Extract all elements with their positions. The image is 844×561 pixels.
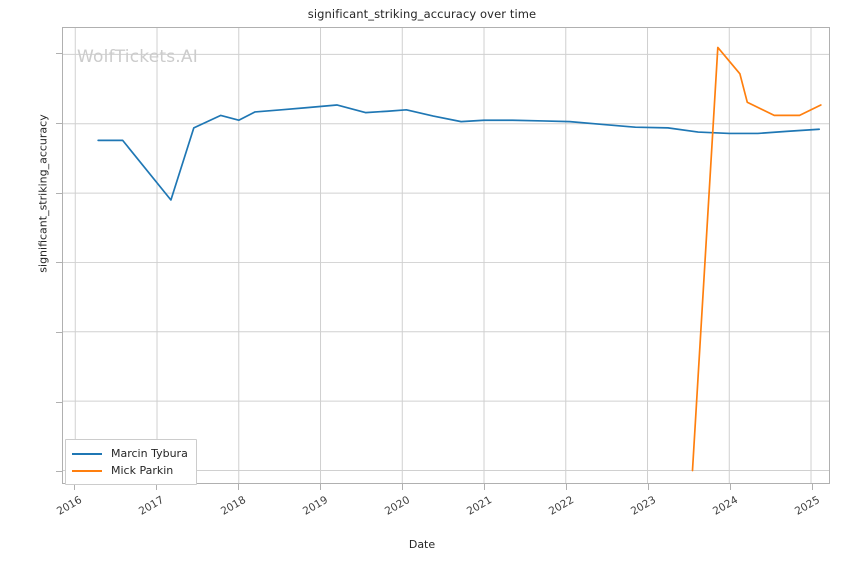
y-axis-label: significant_striking_accuracy (36, 114, 50, 273)
y-tick-mark-2 (56, 332, 62, 334)
x-tick-mark-8 (730, 484, 731, 490)
y-tick-mark-0 (56, 471, 62, 473)
series-line-1 (691, 46, 822, 472)
x-tick-mark-2 (238, 484, 240, 490)
y-tick-mark-1 (56, 401, 62, 403)
chart-legend: Marcin Tybura Mick Parkin (65, 439, 197, 485)
y-tick-mark-4 (56, 192, 62, 194)
grid-lines (63, 28, 829, 483)
x-tick-mark-4 (402, 484, 404, 490)
y-tick-mark-3 (56, 262, 62, 264)
chart-title: significant_striking_accuracy over time (307, 7, 537, 21)
x-axis-label: Date (408, 538, 436, 551)
x-tick-mark-1 (156, 484, 158, 490)
legend-swatch-0 (72, 452, 102, 455)
data-series-lines (97, 46, 822, 472)
y-tick-mark-6 (56, 53, 62, 55)
legend-label-1: Mick Parkin (111, 464, 174, 477)
legend-swatch-1 (72, 469, 102, 472)
legend-item-1[interactable]: Mick Parkin (72, 462, 188, 479)
series-line-0 (97, 104, 821, 201)
y-tick-mark-5 (56, 123, 62, 125)
x-tick-mark-3 (320, 484, 322, 490)
legend-label-0: Marcin Tybura (111, 447, 188, 460)
x-tick-mark-5 (484, 484, 486, 490)
legend-item-0[interactable]: Marcin Tybura (72, 445, 188, 462)
x-tick-mark-6 (566, 484, 568, 490)
x-tick-mark-9 (811, 484, 813, 490)
x-tick-mark-7 (648, 484, 650, 490)
plot-area: WolfTickets.AI (62, 27, 830, 484)
watermark-text: WolfTickets.AI (77, 47, 198, 67)
x-tick-mark-0 (74, 484, 76, 490)
